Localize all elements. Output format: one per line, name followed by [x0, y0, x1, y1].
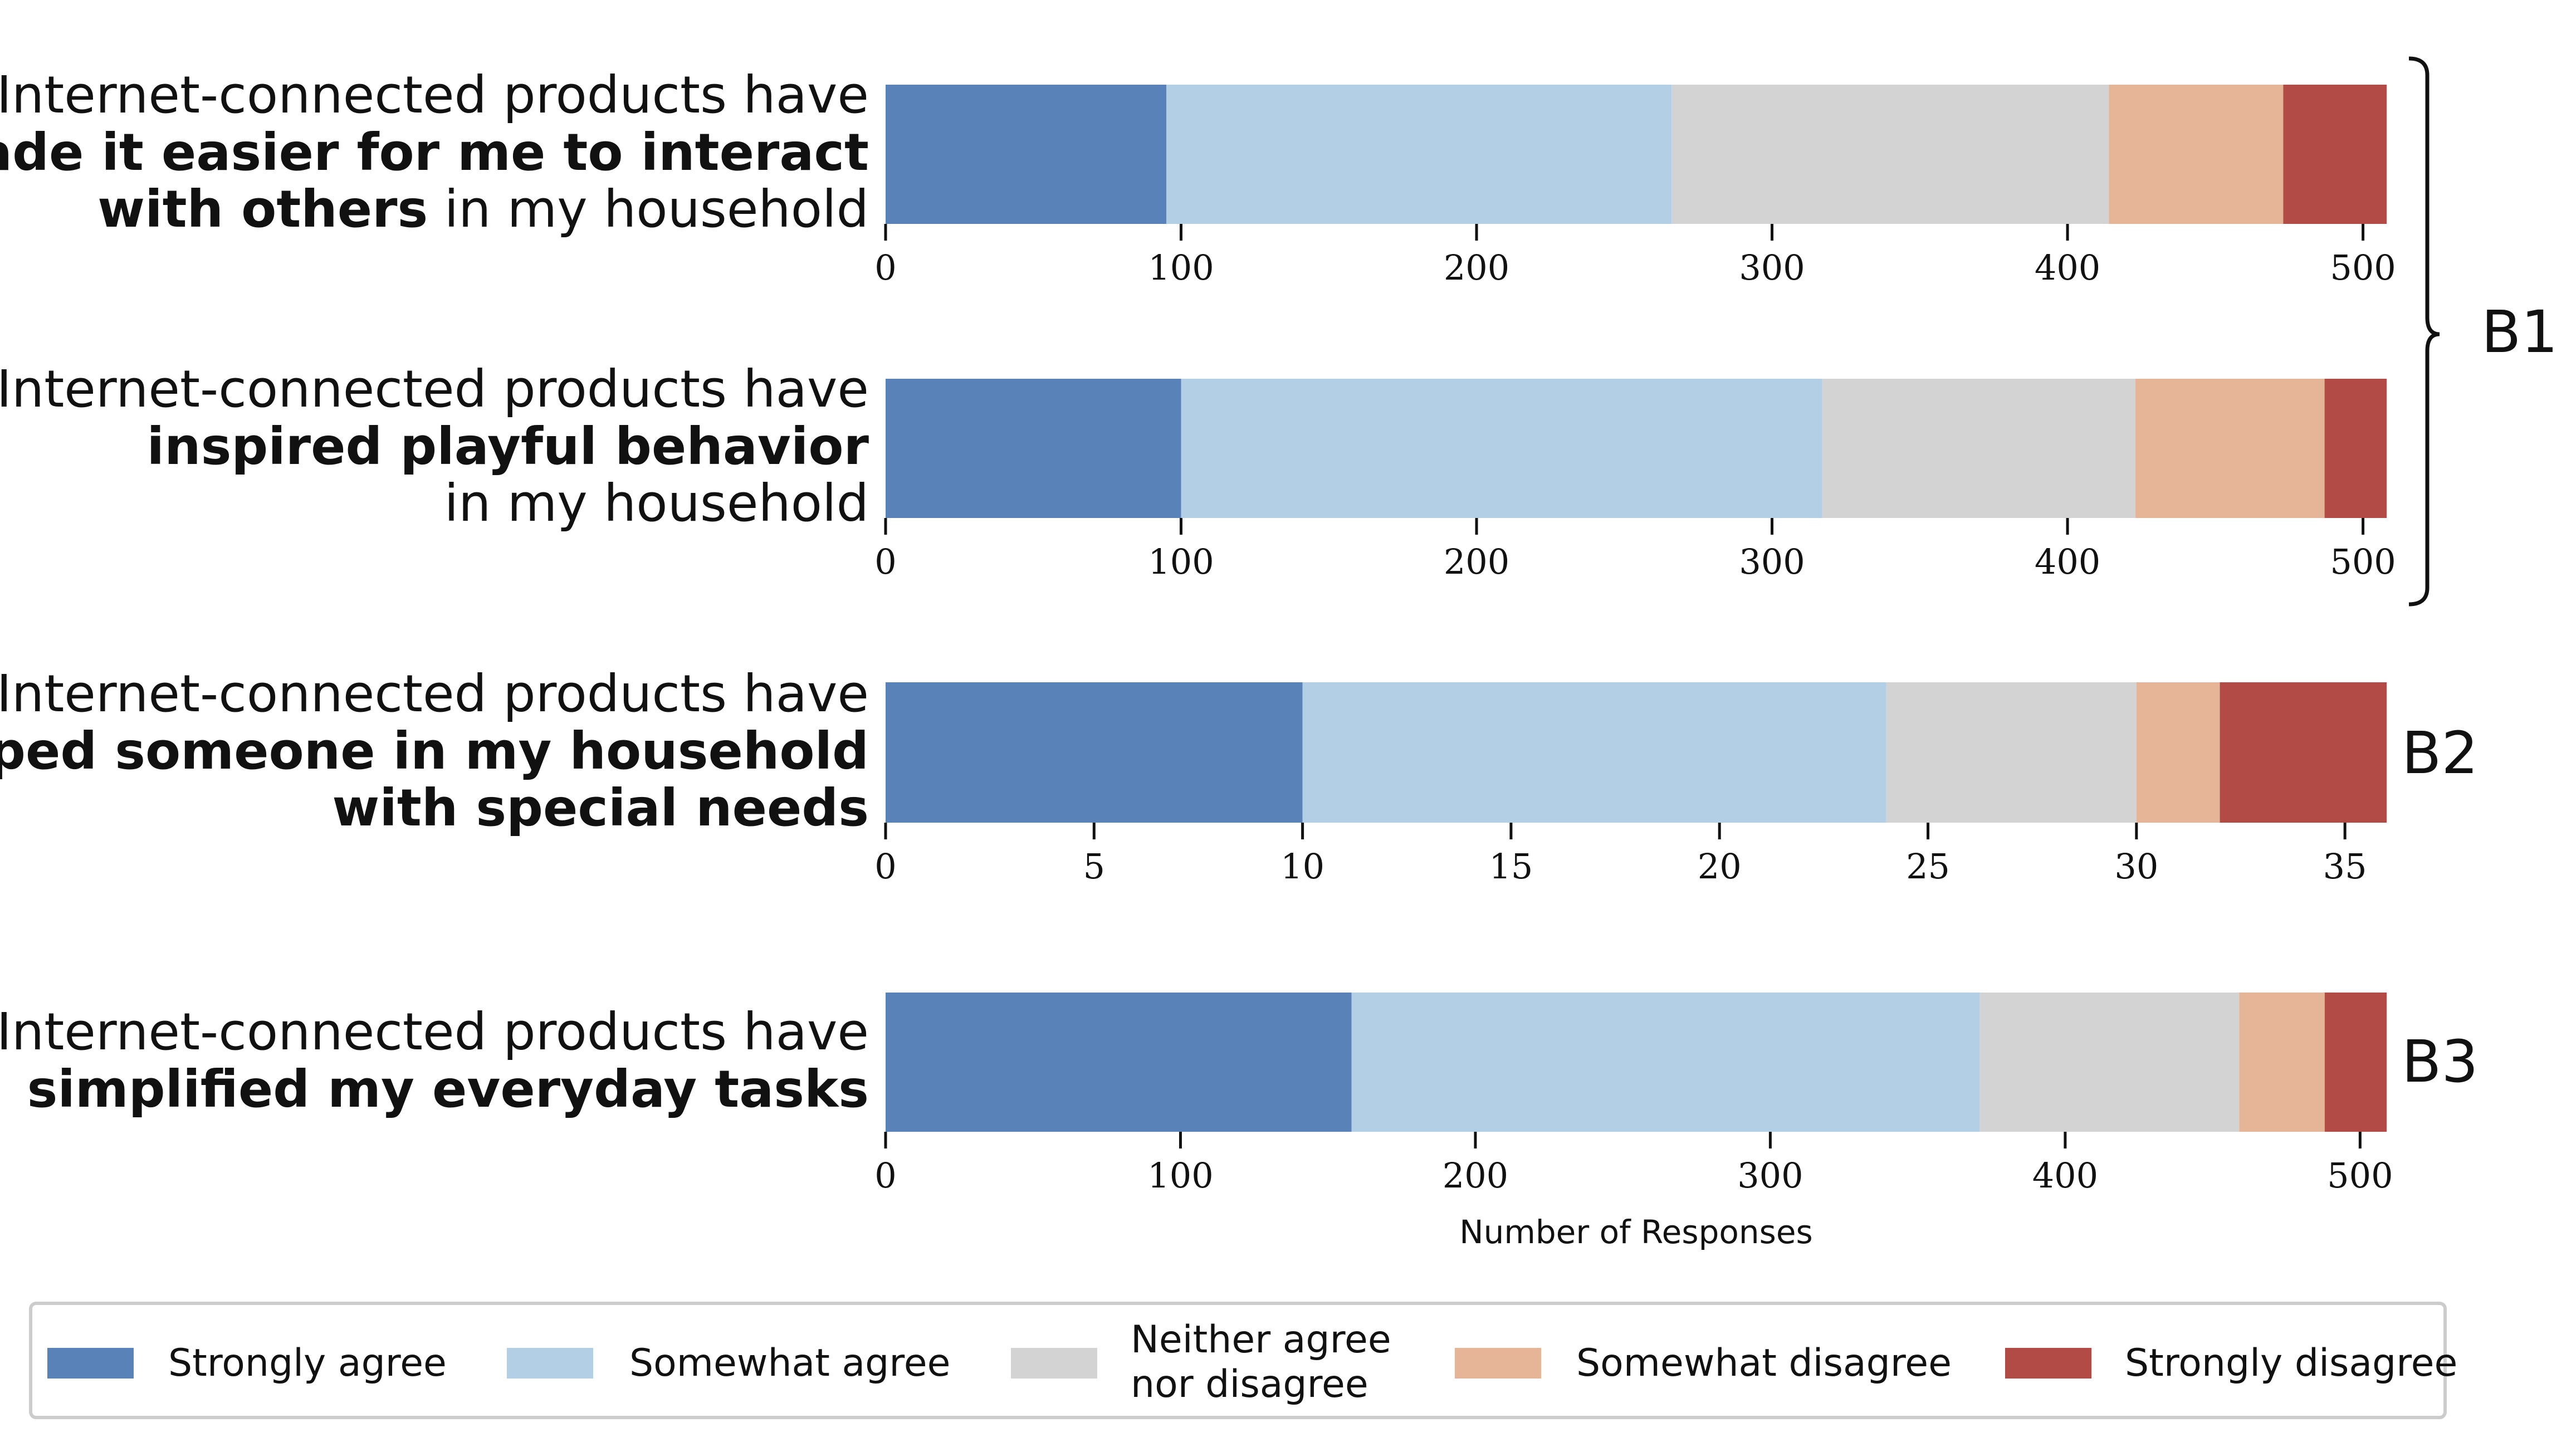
x-tick-label: 0: [874, 247, 896, 288]
x-tick-label: 30: [2114, 846, 2158, 887]
bar-segment-strongly-agree: [886, 993, 1352, 1132]
legend-item-somewhat-agree: Somewhat agree: [507, 1341, 950, 1385]
x-tick-label: 500: [2327, 1155, 2393, 1196]
x-axis-title: Number of Responses: [1459, 1213, 1813, 1251]
legend-swatch: [1455, 1348, 1541, 1379]
legend-swatch: [1011, 1348, 1097, 1379]
legend-item-somewhat-disagree: Somewhat disagree: [1455, 1341, 1952, 1385]
chart-panel-3: Internet-connected products havehelped s…: [0, 664, 2387, 887]
x-tick-label: 200: [1444, 247, 1509, 288]
question-label-segment: with others: [97, 179, 428, 239]
x-tick-label: 10: [1280, 846, 1324, 887]
question-label-segment: in my household: [444, 473, 869, 533]
chart-panel-2: Internet-connected products haveinspired…: [0, 359, 2396, 582]
question-label-line: Internet-connected products have: [0, 1002, 869, 1062]
bar-segment-somewhat-agree: [1351, 993, 1980, 1132]
bar-segment-strongly-agree: [886, 682, 1303, 823]
x-tick-label: 35: [2323, 846, 2367, 887]
x-tick-label: 300: [1737, 1155, 1803, 1196]
group-label-b1: B1: [2481, 298, 2558, 366]
legend-swatch: [2005, 1348, 2091, 1379]
question-label-segment: in my household: [428, 179, 869, 239]
legend-label: Somewhat agree: [629, 1341, 950, 1385]
question-label-line: made it easier for me to interact: [0, 123, 869, 182]
bar-segment-somewhat-disagree: [2135, 379, 2325, 518]
bar-segment-neither: [1886, 682, 2137, 823]
question-label-line: with others in my household: [97, 179, 869, 239]
x-tick-label: 400: [2032, 1155, 2098, 1196]
x-tick-label: 200: [1443, 1155, 1508, 1196]
legend-item-strongly-disagree: Strongly disagree: [2005, 1341, 2457, 1385]
x-tick-label: 100: [1148, 541, 1214, 582]
legend-label: Neither agree: [1131, 1318, 1391, 1362]
legend-label: nor disagree: [1131, 1362, 1368, 1406]
bar-segment-somewhat-agree: [1302, 682, 1886, 823]
question-label-segment: made it easier for me to interact: [0, 123, 869, 182]
legend-swatch: [507, 1348, 593, 1379]
x-tick-label: 20: [1698, 846, 1742, 887]
bar-segment-somewhat-agree: [1181, 379, 1822, 518]
bar-segment-somewhat-agree: [1166, 85, 1672, 224]
group-label-b3: B3: [2402, 1028, 2479, 1096]
legend-label: Strongly agree: [168, 1341, 447, 1385]
x-tick-label: 400: [2035, 541, 2100, 582]
x-tick-label: 400: [2035, 247, 2100, 288]
question-label-segment: inspired playful behavior: [147, 417, 869, 476]
x-tick-label: 15: [1489, 846, 1533, 887]
question-label-segment: with special needs: [332, 778, 869, 838]
bar-segment-strongly-disagree: [2324, 993, 2387, 1132]
bar-segment-somewhat-disagree: [2136, 682, 2220, 823]
question-label-segment: simplified my everyday tasks: [27, 1059, 869, 1119]
question-label-segment: Internet-connected products have: [0, 359, 869, 419]
group-label-b2: B2: [2402, 719, 2479, 787]
question-label-line: Internet-connected products have: [0, 664, 869, 724]
question-label-line: inspired playful behavior: [147, 417, 869, 476]
bar-segment-strongly-agree: [886, 85, 1166, 224]
x-tick-label: 300: [1739, 247, 1805, 288]
group-b1: B1: [2408, 56, 2558, 607]
legend-frame: [29, 1302, 2447, 1419]
legend-swatch: [47, 1348, 134, 1379]
question-label-segment: Internet-connected products have: [0, 664, 869, 724]
x-tick-label: 200: [1444, 541, 1509, 582]
bar-segment-somewhat-disagree: [2109, 85, 2284, 224]
bar-segment-neither: [1671, 85, 2109, 224]
legend-item-strongly-agree: Strongly agree: [47, 1341, 447, 1385]
x-tick-label: 0: [874, 1155, 896, 1196]
x-tick-label: 0: [874, 846, 896, 887]
legend-label: Somewhat disagree: [1576, 1341, 1952, 1385]
question-label-line: helped someone in my household: [0, 721, 869, 781]
bar-segment-strongly-disagree: [2283, 85, 2387, 224]
x-tick-label: 0: [874, 541, 896, 582]
question-label-line: with special needs: [332, 778, 869, 838]
bar-segment-strongly-agree: [886, 379, 1181, 518]
x-tick-label: 25: [1906, 846, 1950, 887]
question-label-segment: helped someone in my household: [0, 721, 869, 781]
legend: Strongly agree Somewhat agree Neither agre…: [29, 1302, 2457, 1419]
x-tick-label: 500: [2330, 541, 2396, 582]
x-tick-label: 300: [1739, 541, 1805, 582]
group-bracket: [2408, 56, 2440, 607]
question-label-line: in my household: [444, 473, 869, 533]
bar-segment-strongly-disagree: [2220, 682, 2387, 823]
x-tick-label: 500: [2330, 247, 2396, 288]
question-label-segment: Internet-connected products have: [0, 1002, 869, 1062]
question-label-segment: Internet-connected products have: [0, 65, 869, 125]
x-tick-label: 5: [1083, 846, 1105, 887]
bar-segment-neither: [1979, 993, 2240, 1132]
legend-label: Strongly disagree: [2125, 1341, 2457, 1385]
x-tick-label: 100: [1148, 247, 1214, 288]
chart-panel-4: Internet-connected products havesimplifi…: [0, 993, 2393, 1251]
x-tick-label: 100: [1147, 1155, 1213, 1196]
question-label-line: simplified my everyday tasks: [27, 1059, 869, 1119]
bar-segment-somewhat-disagree: [2239, 993, 2325, 1132]
bar-segment-neither: [1822, 379, 2136, 518]
bar-segment-strongly-disagree: [2324, 379, 2387, 518]
question-label-line: Internet-connected products have: [0, 65, 869, 125]
question-label-line: Internet-connected products have: [0, 359, 869, 419]
